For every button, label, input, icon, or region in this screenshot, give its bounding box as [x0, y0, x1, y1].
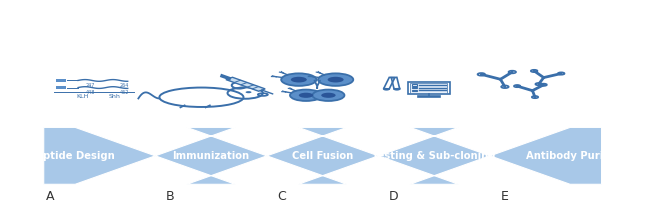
Bar	[418, 96, 440, 97]
Bar	[56, 86, 66, 89]
Text: Shh Peptide Design: Shh Peptide Design	[4, 151, 115, 161]
Bar	[411, 83, 447, 93]
Circle shape	[328, 77, 344, 82]
Text: Shh: Shh	[108, 94, 120, 98]
Polygon shape	[490, 127, 602, 184]
Text: KLH: KLH	[76, 94, 88, 98]
Polygon shape	[155, 127, 267, 184]
Text: 264: 264	[120, 83, 129, 88]
Circle shape	[281, 73, 317, 86]
Circle shape	[313, 90, 344, 101]
Circle shape	[321, 93, 335, 98]
Bar	[408, 82, 450, 94]
Circle shape	[318, 73, 353, 86]
Text: E: E	[500, 190, 508, 202]
Bar	[412, 84, 417, 85]
Text: 448: 448	[85, 90, 95, 95]
Polygon shape	[378, 127, 490, 184]
Text: B: B	[166, 190, 174, 202]
Polygon shape	[267, 127, 378, 184]
Circle shape	[290, 90, 322, 101]
Bar	[56, 79, 66, 82]
Circle shape	[299, 93, 313, 98]
Bar	[412, 87, 417, 88]
Bar	[412, 90, 417, 91]
Text: 462: 462	[120, 90, 129, 95]
Text: C: C	[277, 190, 286, 202]
Text: A: A	[46, 190, 55, 202]
Text: D: D	[389, 190, 398, 202]
Polygon shape	[44, 127, 155, 184]
Text: Cell Fusion: Cell Fusion	[292, 151, 354, 161]
Text: 247: 247	[85, 83, 95, 88]
Text: Antibody Purification: Antibody Purification	[526, 151, 646, 161]
Circle shape	[291, 77, 307, 82]
Text: Immunization: Immunization	[172, 151, 250, 161]
Polygon shape	[226, 77, 265, 91]
Text: Testing & Sub-cloning: Testing & Sub-cloning	[372, 151, 496, 161]
Circle shape	[246, 91, 252, 93]
